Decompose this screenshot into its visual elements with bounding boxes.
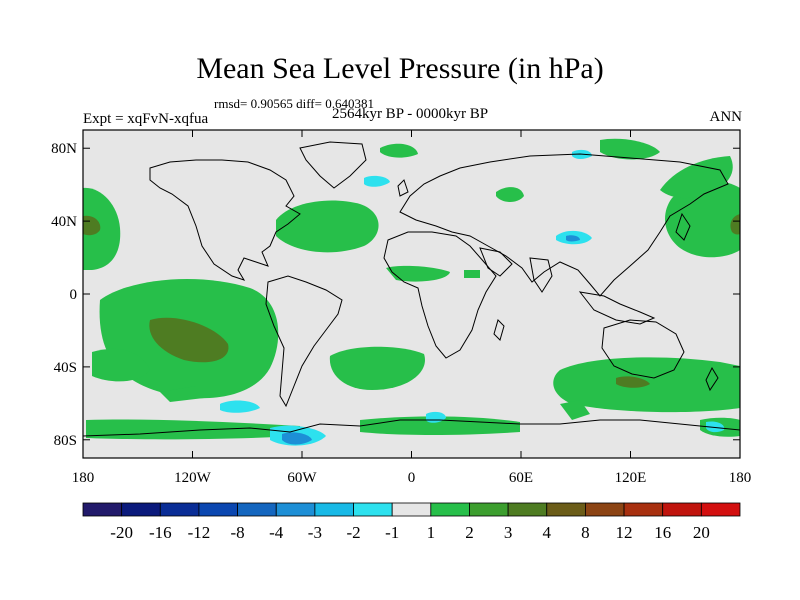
coastlines <box>83 141 740 437</box>
anomaly-region <box>83 215 101 236</box>
colorbar-label: -12 <box>188 523 211 542</box>
anomaly-region <box>220 400 260 413</box>
coastline <box>601 319 685 379</box>
colorbar-label: 4 <box>543 523 552 542</box>
lat-tick-label: 80S <box>54 433 77 449</box>
colorbar-box <box>198 502 238 517</box>
coastline <box>149 159 301 281</box>
colorbar-box <box>546 502 586 517</box>
coastline <box>493 319 505 341</box>
coastline <box>479 247 513 277</box>
colorbar-box <box>469 502 509 517</box>
longitude-axis: 180 120W 60W 0 60E 120E 180 <box>72 130 752 486</box>
colorbar-box <box>662 502 702 517</box>
colorbar-label: -4 <box>269 523 284 542</box>
colorbar-box <box>353 502 393 517</box>
coastline <box>529 257 553 293</box>
colorbar-label: -8 <box>231 523 245 542</box>
anomaly-region <box>496 187 524 202</box>
anomaly-region <box>360 416 520 435</box>
anomaly-region <box>92 348 150 382</box>
coastline <box>83 419 740 437</box>
chart-title: Mean Sea Level Pressure (in hPa) <box>196 52 604 85</box>
colorbar-box <box>391 502 432 517</box>
coastline <box>265 275 343 408</box>
anomaly-region <box>276 200 379 253</box>
colorbar-label: 1 <box>427 523 436 542</box>
anomaly-region <box>282 432 312 445</box>
colorbar-label: 8 <box>581 523 590 542</box>
coastline <box>675 212 691 241</box>
anomaly-region <box>380 143 418 158</box>
anomaly-region <box>665 181 740 258</box>
anomaly-region <box>83 187 121 270</box>
colorbar-label: 3 <box>504 523 513 542</box>
lon-tick-label: 60W <box>287 470 317 486</box>
anomaly-region <box>160 386 204 402</box>
anomaly-fields <box>83 138 740 446</box>
anomaly-region <box>386 265 450 282</box>
anomaly-region <box>730 214 740 235</box>
moderate-negative-regions <box>282 235 580 445</box>
latitude-axis: 80N 40N 0 40S 80S <box>51 141 740 449</box>
stats-label: rmsd= 0.90565 diff= 0.640381 <box>214 96 374 111</box>
colorbar-box <box>121 502 161 517</box>
lon-tick-label: 60E <box>509 470 533 486</box>
anomaly-region <box>616 376 650 388</box>
anomaly-region <box>464 270 480 278</box>
lon-tick-label: 120W <box>174 470 212 486</box>
colorbar-box <box>507 502 548 517</box>
anomaly-region <box>660 156 733 199</box>
colorbar-label: -2 <box>346 523 360 542</box>
colorbar-box <box>82 502 123 517</box>
coastline <box>399 153 729 297</box>
colorbar-box <box>623 502 664 517</box>
lon-tick-label: 120E <box>615 470 647 486</box>
colorbar-label: 2 <box>465 523 474 542</box>
strong-positive-regions <box>83 214 740 388</box>
colorbar-label: 12 <box>616 523 633 542</box>
lon-tick-label: 180 <box>72 470 95 486</box>
anomaly-region <box>329 346 425 390</box>
season-label: ANN <box>709 109 743 125</box>
lat-tick-label: 40N <box>51 214 77 230</box>
coastline <box>705 366 719 392</box>
colorbar-box <box>159 502 200 517</box>
anomaly-region <box>149 317 229 363</box>
period-label: 2564kyr BP - 0000kyr BP <box>331 106 489 122</box>
anomaly-region <box>364 175 390 187</box>
colorbar-box <box>237 502 277 517</box>
colorbar-box <box>314 502 354 517</box>
coastline <box>578 291 656 325</box>
coastline <box>397 179 409 197</box>
colorbar-label: 20 <box>693 523 710 542</box>
lon-tick-label: 180 <box>729 470 752 486</box>
colorbar-box <box>700 502 741 517</box>
colorbar-box <box>585 502 625 517</box>
colorbar-box <box>430 502 470 517</box>
coastline <box>299 141 367 189</box>
colorbar-box <box>275 502 316 517</box>
colorbar-label: -1 <box>385 523 399 542</box>
colorbar-label: -3 <box>308 523 322 542</box>
colorbar-label: -16 <box>149 523 172 542</box>
anomaly-region <box>560 400 590 420</box>
anomaly-region <box>600 138 660 160</box>
coastline <box>383 231 497 359</box>
lon-tick-label: 0 <box>408 470 416 486</box>
lat-tick-label: 40S <box>54 360 77 376</box>
lat-tick-label: 80N <box>51 141 77 157</box>
lat-tick-label: 0 <box>70 287 78 303</box>
colorbar-label: 16 <box>654 523 671 542</box>
experiment-label: Expt = xqFvN-xqfua <box>83 111 209 127</box>
anomaly-region <box>706 421 725 433</box>
anomaly-region <box>566 235 580 242</box>
colorbar-label: -20 <box>110 523 133 542</box>
